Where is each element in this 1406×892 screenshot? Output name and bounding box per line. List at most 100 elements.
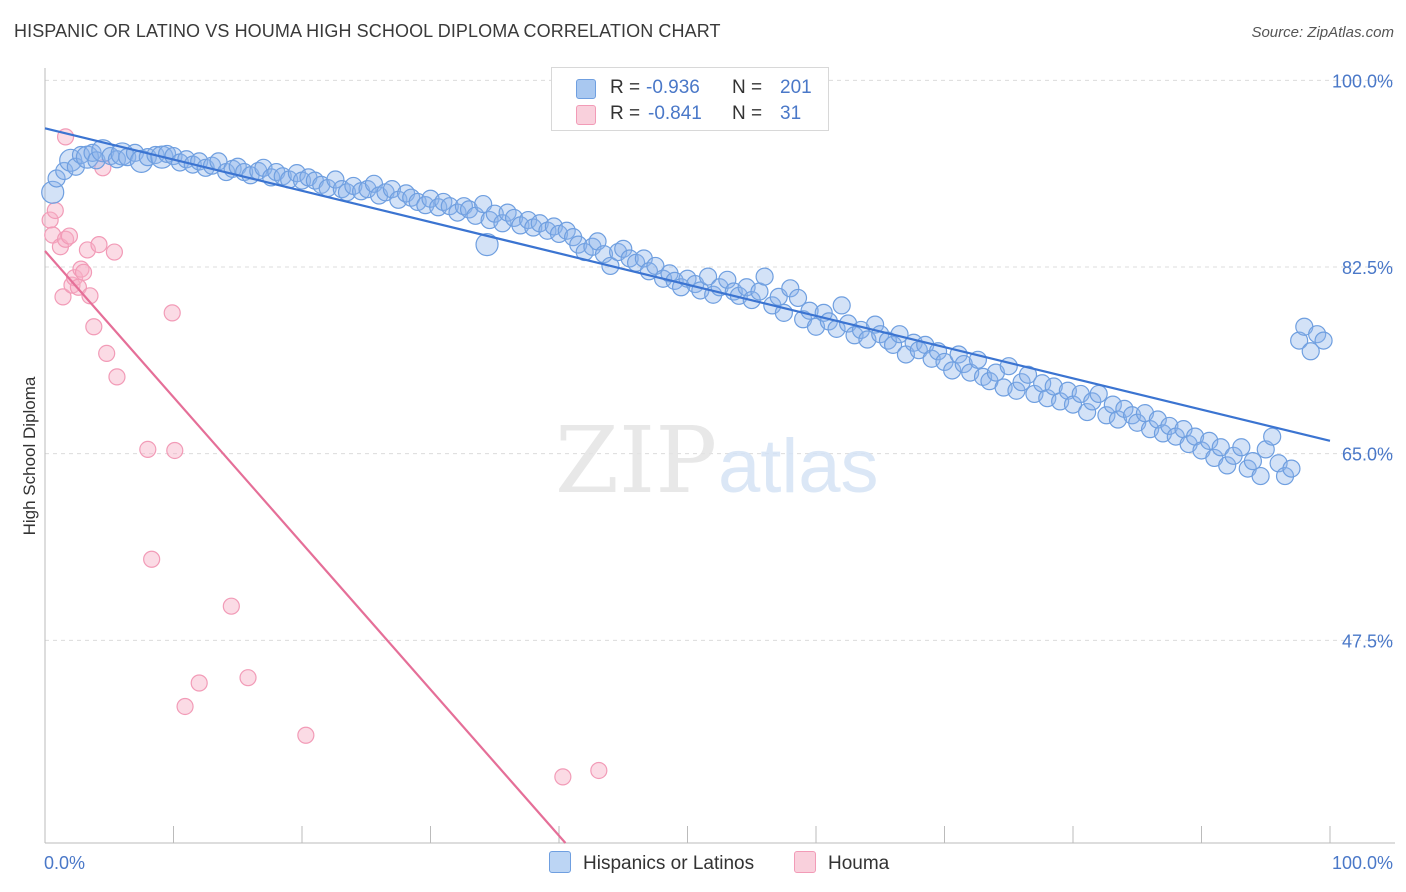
legend-swatch-houma	[576, 105, 596, 125]
houma-point	[90, 236, 108, 254]
hispanic-point	[943, 361, 962, 380]
hispanic-point	[1089, 384, 1108, 404]
y-tick-label: 100.0%	[1332, 71, 1393, 91]
hispanic-point	[1108, 410, 1128, 429]
hispanic-point	[1007, 381, 1026, 400]
hispanic-point	[1243, 452, 1263, 471]
hispanic-point	[493, 214, 512, 233]
houma-point	[297, 726, 315, 744]
legend-n-label: N =	[732, 103, 763, 124]
bottom-legend-swatch-hispanic	[549, 851, 571, 873]
houma-point	[143, 550, 161, 568]
hispanic-point	[1251, 466, 1270, 486]
houma-point	[554, 768, 572, 786]
source-label: Source: ZipAtlas.com	[1251, 24, 1394, 41]
hispanic-point	[1282, 459, 1301, 478]
legend-r-value: -0.841	[648, 103, 702, 124]
hispanic-point	[1301, 342, 1320, 361]
hispanic-point	[698, 267, 718, 286]
houma-trend-line	[44, 250, 567, 844]
legend-swatch-hispanic	[576, 79, 596, 99]
hispanic-point	[594, 245, 614, 264]
hispanic-point	[569, 235, 588, 254]
hispanic-point	[1314, 331, 1333, 350]
hispanic-points	[41, 139, 1333, 486]
houma-point	[46, 201, 64, 220]
legend-r-label: R =	[610, 77, 641, 98]
legend-r-label: R =	[610, 103, 641, 124]
hispanic-point	[755, 267, 774, 286]
hispanic-point	[1160, 416, 1179, 436]
bottom-legend-hispanic: Hispanics or Latinos	[549, 851, 754, 875]
hispanic-point	[1148, 410, 1167, 429]
y-tick-labels: 47.5% 65.0% 82.5% 100.0%	[1332, 71, 1393, 651]
legend-n-label: N =	[732, 77, 763, 98]
houma-point	[60, 227, 79, 245]
hispanic-point	[718, 270, 737, 289]
houma-point	[222, 597, 240, 615]
x-tick-label: 100.0%	[1332, 853, 1393, 873]
hispanic-point	[614, 239, 633, 258]
houma-point	[105, 243, 123, 261]
hispanic-point	[832, 296, 851, 315]
x-tick-labels: 0.0% 100.0%	[44, 853, 1393, 873]
legend-r-value: -0.936	[646, 77, 700, 98]
y-tick-label: 47.5%	[1342, 631, 1393, 651]
hispanic-point	[1211, 438, 1230, 457]
hispanic-point	[485, 204, 504, 223]
houma-point	[166, 441, 184, 460]
hispanic-point	[382, 180, 402, 199]
houma-point	[72, 260, 90, 278]
legend-n-value: 31	[780, 103, 802, 124]
chart-title: HISPANIC OR LATINO VS HOUMA HIGH SCHOOL …	[14, 21, 721, 41]
hispanic-point	[475, 233, 499, 257]
hispanic-point	[883, 335, 903, 354]
y-tick-label: 82.5%	[1342, 258, 1393, 278]
hispanic-point	[66, 157, 85, 176]
houma-points	[41, 128, 608, 786]
hispanic-point	[1218, 456, 1237, 475]
hispanic-point	[47, 169, 66, 188]
trend-lines	[44, 127, 1331, 844]
legend-row-houma: R = -0.841 N = 31	[552, 101, 828, 127]
watermark-atlas: atlas	[718, 424, 879, 509]
x-tick-label: 0.0%	[44, 853, 85, 873]
hispanic-point	[1097, 406, 1116, 425]
hispanic-point	[781, 279, 800, 298]
houma-point	[54, 288, 72, 306]
bottom-legend-label-houma: Houma	[828, 853, 890, 874]
houma-point	[176, 697, 194, 716]
hispanic-point	[1275, 466, 1295, 486]
hispanic-point	[1083, 392, 1102, 411]
houma-point	[139, 440, 157, 458]
hispanic-point	[1290, 331, 1309, 350]
watermark-zip: ZIP	[555, 407, 717, 514]
houma-point	[85, 318, 103, 336]
hispanic-point	[1232, 438, 1251, 457]
legend-row-hispanic: R = -0.936 N = 201	[552, 75, 828, 101]
legend-n-value: 201	[780, 77, 812, 98]
y-axis-label: High School Diploma	[20, 376, 39, 535]
hispanic-point	[332, 180, 351, 199]
hispanic-point	[530, 214, 549, 233]
bottom-legend-swatch-houma	[794, 851, 816, 873]
correlation-legend: R = -0.936 N = 201 R = -0.841 N = 31	[551, 67, 829, 131]
houma-point	[239, 669, 257, 687]
hispanic-trend-line	[44, 127, 1331, 442]
y-tick-label: 65.0%	[1342, 445, 1393, 465]
hispanic-point	[504, 208, 524, 228]
houma-point	[163, 304, 181, 322]
houma-point	[590, 761, 608, 780]
hispanic-point	[1263, 427, 1282, 446]
houma-point	[108, 368, 126, 386]
houma-point	[98, 344, 116, 362]
hispanic-point	[1018, 365, 1038, 384]
hispanic-point	[1200, 431, 1219, 450]
hispanic-point	[788, 288, 808, 308]
hispanic-point	[1012, 373, 1031, 392]
watermark: ZIP atlas	[555, 407, 879, 514]
houma-point	[74, 263, 93, 281]
bottom-legend-houma: Houma	[794, 851, 889, 875]
hispanic-point	[326, 170, 345, 189]
